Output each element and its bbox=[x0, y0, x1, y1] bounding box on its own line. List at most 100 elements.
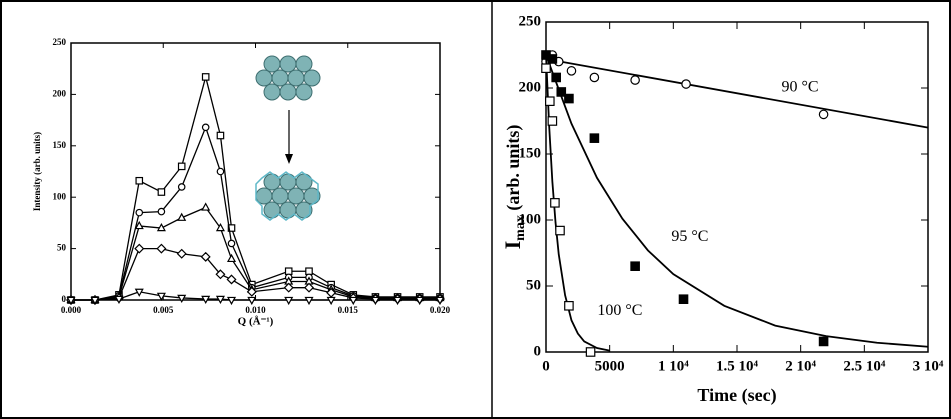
series-annotation: 100 °C bbox=[597, 302, 642, 319]
y-tick-label: 200 bbox=[53, 88, 67, 98]
marker bbox=[541, 63, 551, 73]
marker bbox=[415, 296, 425, 306]
y-tick-label: 50 bbox=[57, 243, 67, 253]
marker bbox=[818, 109, 829, 120]
marker bbox=[547, 116, 558, 126]
x-tick-label: 0 bbox=[542, 358, 550, 374]
fit-line bbox=[545, 54, 929, 348]
marker bbox=[435, 296, 445, 306]
marker bbox=[585, 347, 596, 357]
marker bbox=[556, 87, 567, 97]
x-tick-label: 0.005 bbox=[153, 305, 174, 315]
y-axis-label: Intensity (arb. units) bbox=[32, 132, 42, 211]
marker bbox=[134, 288, 144, 297]
y-axis-label-rest: (arb. units) bbox=[503, 125, 524, 216]
marker bbox=[226, 253, 237, 263]
plot-frame bbox=[70, 42, 441, 301]
marker bbox=[566, 66, 577, 76]
marker bbox=[216, 167, 225, 176]
y-tick-label: 250 bbox=[519, 13, 542, 29]
marker bbox=[227, 239, 236, 248]
marker bbox=[215, 269, 226, 280]
y-tick-label: 0 bbox=[62, 294, 67, 304]
marker bbox=[547, 54, 558, 64]
y-tick-label: 250 bbox=[53, 37, 67, 47]
marker bbox=[135, 208, 144, 217]
marker bbox=[177, 162, 186, 171]
marker bbox=[564, 301, 574, 311]
y-axis-label: Imax (arb. units) bbox=[500, 125, 528, 250]
x-axis-label: Time (sec) bbox=[697, 385, 776, 406]
x-tick-label: 0.010 bbox=[245, 305, 266, 315]
marker bbox=[545, 96, 555, 106]
marker bbox=[393, 296, 403, 306]
x-tick-label: 1.5 10⁴ bbox=[716, 358, 759, 374]
fit-line bbox=[545, 54, 610, 352]
marker bbox=[134, 220, 144, 230]
marker bbox=[176, 248, 187, 259]
series-line bbox=[71, 125, 440, 301]
marker bbox=[589, 133, 600, 143]
marker bbox=[177, 212, 187, 221]
marker bbox=[818, 336, 829, 347]
x-tick-label: 0.015 bbox=[338, 305, 359, 315]
y-tick-label: 150 bbox=[53, 140, 67, 150]
x-tick-label: 2.5 10⁴ bbox=[843, 358, 886, 374]
fit-line bbox=[545, 58, 929, 129]
x-tick-label: 0.000 bbox=[61, 305, 82, 315]
marker bbox=[227, 224, 236, 232]
marker bbox=[284, 296, 294, 306]
intensity-chart: 0.000 0.005 0.010 0.015 0.020 0 50 100 150 200 250… bbox=[32, 37, 451, 327]
marker bbox=[226, 274, 237, 285]
series-annotation: 95 °C bbox=[671, 228, 708, 245]
y-tick-label: 200 bbox=[519, 79, 542, 95]
y-tick-label: 50 bbox=[526, 277, 541, 293]
marker bbox=[226, 296, 237, 306]
inset-arrow bbox=[285, 110, 293, 164]
marker bbox=[216, 131, 225, 140]
marker bbox=[156, 222, 166, 232]
marker bbox=[177, 183, 186, 191]
series-line bbox=[71, 291, 440, 301]
marker bbox=[305, 267, 313, 276]
marker bbox=[66, 296, 76, 306]
marker bbox=[135, 176, 144, 185]
marker bbox=[348, 296, 358, 306]
marker bbox=[246, 286, 257, 297]
y-axis-label-main: I bbox=[500, 241, 525, 250]
marker bbox=[681, 79, 691, 89]
marker bbox=[555, 225, 565, 236]
inset-lattice bbox=[255, 55, 321, 221]
marker bbox=[201, 123, 210, 132]
x-tick-label: 1 10⁴ bbox=[658, 358, 689, 374]
x-tick-label: 0.020 bbox=[430, 305, 451, 315]
y-tick-label: 150 bbox=[519, 145, 542, 161]
y-tick-label: 0 bbox=[534, 343, 542, 359]
marker bbox=[177, 294, 187, 304]
marker bbox=[630, 261, 640, 271]
marker bbox=[215, 222, 225, 232]
marker bbox=[157, 188, 166, 196]
marker bbox=[201, 73, 210, 81]
x-tick-label: 5000 bbox=[595, 358, 625, 374]
marker bbox=[326, 296, 336, 306]
x-tick-label: 2 10⁴ bbox=[785, 358, 816, 374]
marker bbox=[247, 296, 257, 306]
marker bbox=[304, 296, 314, 306]
marker bbox=[678, 294, 689, 304]
marker bbox=[90, 296, 100, 306]
series-annotation: 90 °C bbox=[781, 79, 818, 96]
marker bbox=[156, 292, 166, 301]
marker bbox=[201, 202, 211, 211]
marker bbox=[283, 282, 294, 293]
x-axis-label: Q (Å⁻¹) bbox=[238, 316, 274, 328]
marker bbox=[201, 295, 211, 305]
y-tick-label: 100 bbox=[53, 191, 67, 201]
marker bbox=[215, 295, 225, 305]
marker bbox=[200, 251, 211, 262]
marker bbox=[156, 243, 167, 254]
marker bbox=[630, 75, 640, 85]
x-tick-label: 3 10⁴ bbox=[913, 358, 944, 374]
